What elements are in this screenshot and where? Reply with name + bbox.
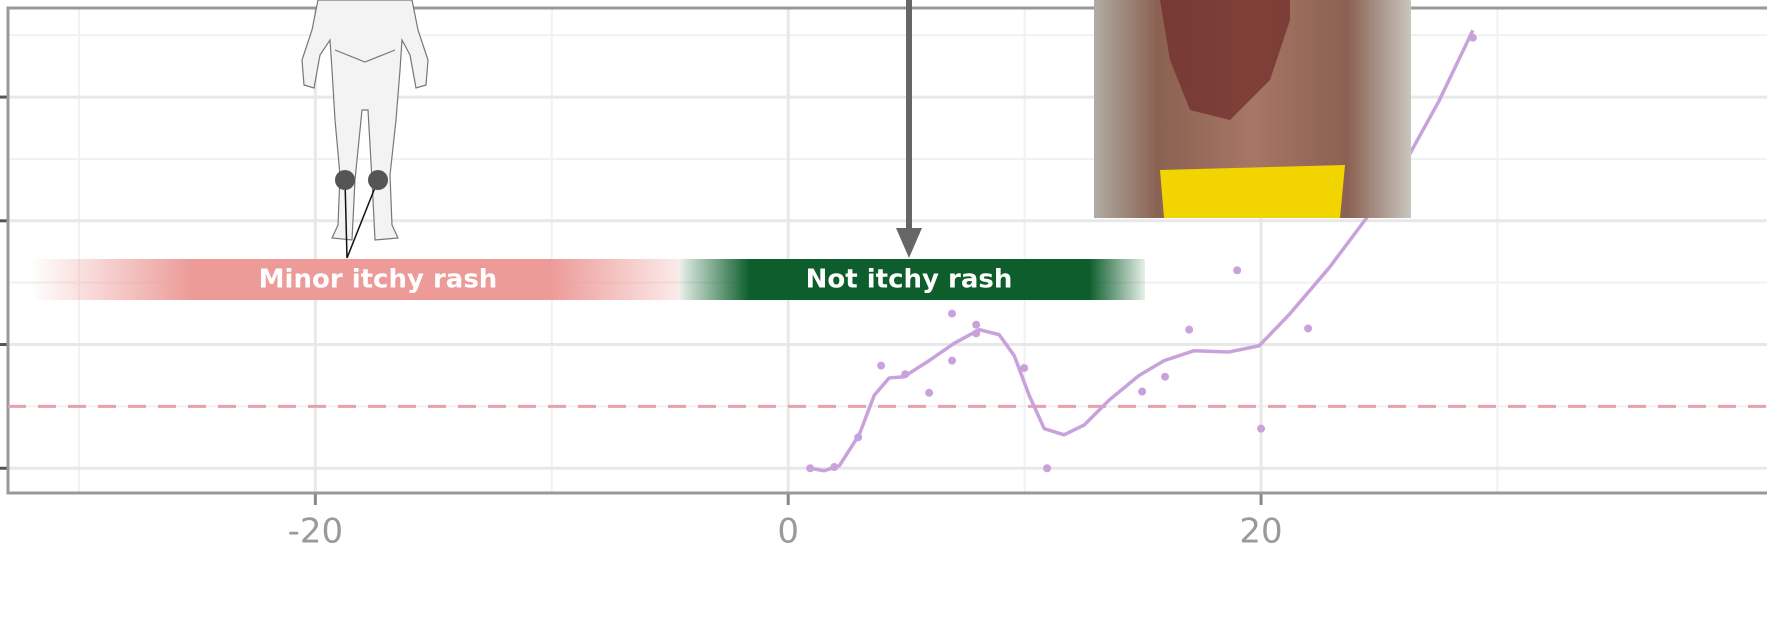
x-tick-label: -20 — [288, 512, 344, 552]
annotation-band — [30, 259, 680, 300]
point — [925, 388, 934, 397]
x-tick-label: 20 — [1239, 512, 1282, 552]
annotation-band — [680, 259, 1145, 300]
point — [1138, 387, 1147, 396]
point — [1020, 364, 1029, 373]
arrow — [896, 0, 922, 258]
x-tick-label: 0 — [777, 512, 799, 552]
body-pointers — [335, 170, 388, 259]
panel-border — [6, 6, 1767, 495]
point — [877, 361, 886, 370]
point — [1304, 324, 1313, 333]
body-figure — [301, 0, 429, 241]
point — [1043, 464, 1052, 473]
trend-line — [809, 29, 1475, 473]
point — [1233, 266, 1242, 275]
point — [948, 309, 957, 318]
point — [1257, 424, 1266, 433]
annotation: Minor itchy rash — [259, 265, 498, 295]
rash-photo — [1094, 0, 1411, 218]
annotation: Not itchy rash — [806, 265, 1013, 295]
marks — [8, 29, 1767, 473]
point — [948, 356, 957, 365]
point — [972, 320, 981, 329]
point — [1185, 325, 1194, 334]
point — [1161, 372, 1170, 381]
